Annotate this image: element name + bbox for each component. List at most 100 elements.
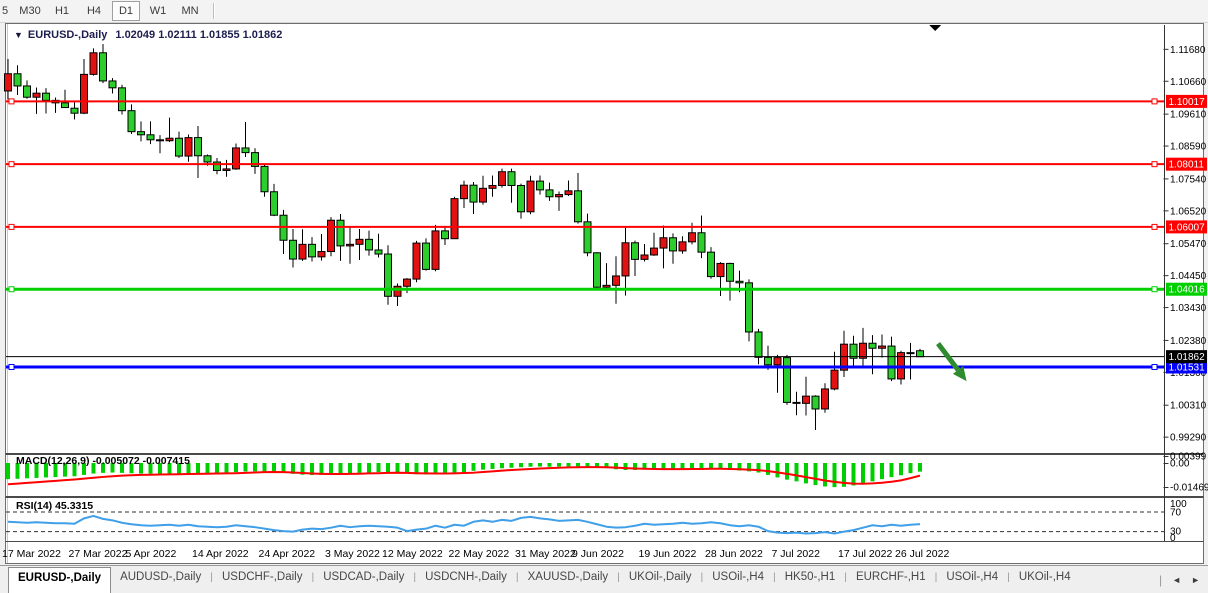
candle-body <box>166 138 173 141</box>
candle-body <box>622 243 629 276</box>
candle-body <box>71 108 78 113</box>
price-axis-tick-label: 0.99290 <box>1170 433 1207 444</box>
candle-body <box>185 138 192 156</box>
symbol-tab-eurusd-daily[interactable]: EURUSD-,Daily <box>8 567 111 593</box>
tab-scroll-controls: | ◄ ► <box>1159 566 1208 593</box>
candle-body <box>641 255 648 259</box>
candle-body <box>755 332 762 357</box>
candle-body <box>242 148 249 153</box>
candle-body <box>328 220 335 251</box>
candle-body <box>432 231 439 269</box>
line-anchor-left <box>9 99 14 104</box>
candle-body <box>679 242 686 251</box>
chart-symbol-label: EURUSD-,Daily <box>28 29 107 41</box>
chart-window-frame <box>6 24 1204 564</box>
price-axis-tick-label: 1.09610 <box>1170 110 1207 121</box>
candle-body <box>765 357 772 365</box>
line-anchor-left <box>9 287 14 292</box>
timeframe-button-W1[interactable]: W1 <box>144 1 172 21</box>
candle-body <box>470 185 477 202</box>
date-axis-label: 22 May 2022 <box>449 548 510 560</box>
candle-body <box>698 233 705 252</box>
symbol-tab-usdchf-daily[interactable]: USDCHF-,Daily <box>213 566 312 593</box>
candle-body <box>442 231 449 239</box>
candle-body <box>736 281 743 283</box>
candle-body <box>404 279 411 286</box>
candle-body <box>508 172 515 186</box>
candle-body <box>860 343 867 358</box>
candle-body <box>812 396 819 409</box>
date-axis-label: 28 Jun 2022 <box>705 548 763 560</box>
candle-body <box>100 53 107 81</box>
candle-body <box>717 263 724 276</box>
date-axis-label: 19 Jun 2022 <box>639 548 697 560</box>
candle-body <box>62 103 69 108</box>
date-axis-label: 31 May 2022 <box>515 548 576 560</box>
candle-body <box>43 93 50 100</box>
candle-body <box>375 250 382 254</box>
candle-body <box>651 248 658 255</box>
candle-body <box>774 358 781 365</box>
candle-body <box>518 185 525 211</box>
candle-body <box>869 343 876 348</box>
candle-body <box>537 181 544 190</box>
tab-scroll-left-icon[interactable]: ◄ <box>1172 575 1181 585</box>
tab-scroll-right-icon[interactable]: ► <box>1191 575 1200 585</box>
candle-body <box>81 74 88 113</box>
price-axis-tick-label: 1.03430 <box>1170 303 1207 314</box>
symbol-tab-eurchf-h1[interactable]: EURCHF-,H1 <box>847 566 935 593</box>
symbol-tab-audusd-daily[interactable]: AUDUSD-,Daily <box>111 566 210 593</box>
candle-body <box>423 243 430 269</box>
symbol-dropdown-icon[interactable]: ▼ <box>14 30 23 40</box>
line-anchor-left <box>9 365 14 370</box>
date-axis-label: 12 May 2022 <box>382 548 443 560</box>
date-axis-label: 24 Apr 2022 <box>259 548 316 560</box>
rsi-scale-label: 0 <box>1170 533 1176 544</box>
timeframe-button-M30[interactable]: M30 <box>16 1 44 21</box>
candle-body <box>546 190 553 197</box>
candle-body <box>14 74 21 86</box>
candle-body <box>347 244 354 246</box>
symbol-tab-xauusd-daily[interactable]: XAUUSD-,Daily <box>519 566 618 593</box>
symbol-tab-usoil-h4[interactable]: USOil-,H4 <box>703 566 773 593</box>
timeframe-button-5[interactable]: 5 <box>0 1 12 21</box>
date-axis-label: 17 Mar 2022 <box>2 548 61 560</box>
candle-body <box>299 244 306 259</box>
date-axis-label: 27 Mar 2022 <box>69 548 128 560</box>
price-label-1.08011-text: 1.08011 <box>1169 160 1205 171</box>
candle-body <box>489 185 496 188</box>
toolbar-separator <box>213 3 215 19</box>
timeframe-button-D1[interactable]: D1 <box>112 1 140 21</box>
macd-indicator-label: MACD(12,26,9) -0.005072 -0.007415 <box>16 455 190 467</box>
date-axis-label: 14 Apr 2022 <box>192 548 249 560</box>
timeframe-button-H1[interactable]: H1 <box>48 1 76 21</box>
symbol-tab-usdcnh-daily[interactable]: USDCNH-,Daily <box>416 566 516 593</box>
symbol-tab-usoil-h4[interactable]: USOil-,H4 <box>937 566 1007 593</box>
candle-body <box>632 243 639 260</box>
candle-body <box>451 199 458 239</box>
date-axis-label: 7 Jul 2022 <box>772 548 821 560</box>
timeframe-button-H4[interactable]: H4 <box>80 1 108 21</box>
symbol-tab-usdcad-daily[interactable]: USDCAD-,Daily <box>314 566 413 593</box>
date-axis-label: 26 Jul 2022 <box>895 548 949 560</box>
candle-body <box>413 243 420 279</box>
candle-body <box>499 172 506 186</box>
candle-body <box>309 244 316 257</box>
rsi-indicator-label: RSI(14) 45.3315 <box>16 500 93 512</box>
candle-body <box>271 192 278 215</box>
symbol-tab-hk50-h1[interactable]: HK50-,H1 <box>776 566 845 593</box>
timeframe-button-MN[interactable]: MN <box>176 1 204 21</box>
symbol-tab-ukoil-h4[interactable]: UKOil-,H4 <box>1010 566 1080 593</box>
candle-body <box>204 156 211 162</box>
line-anchor-left <box>9 224 14 229</box>
candle-body <box>356 239 363 244</box>
candle-body <box>119 88 126 111</box>
symbol-tab-ukoil-daily[interactable]: UKOil-,Daily <box>620 566 701 593</box>
candle-body <box>727 263 734 281</box>
candle-body <box>290 240 297 259</box>
candle-body <box>917 351 924 357</box>
rsi-scale-label: 70 <box>1170 508 1182 519</box>
